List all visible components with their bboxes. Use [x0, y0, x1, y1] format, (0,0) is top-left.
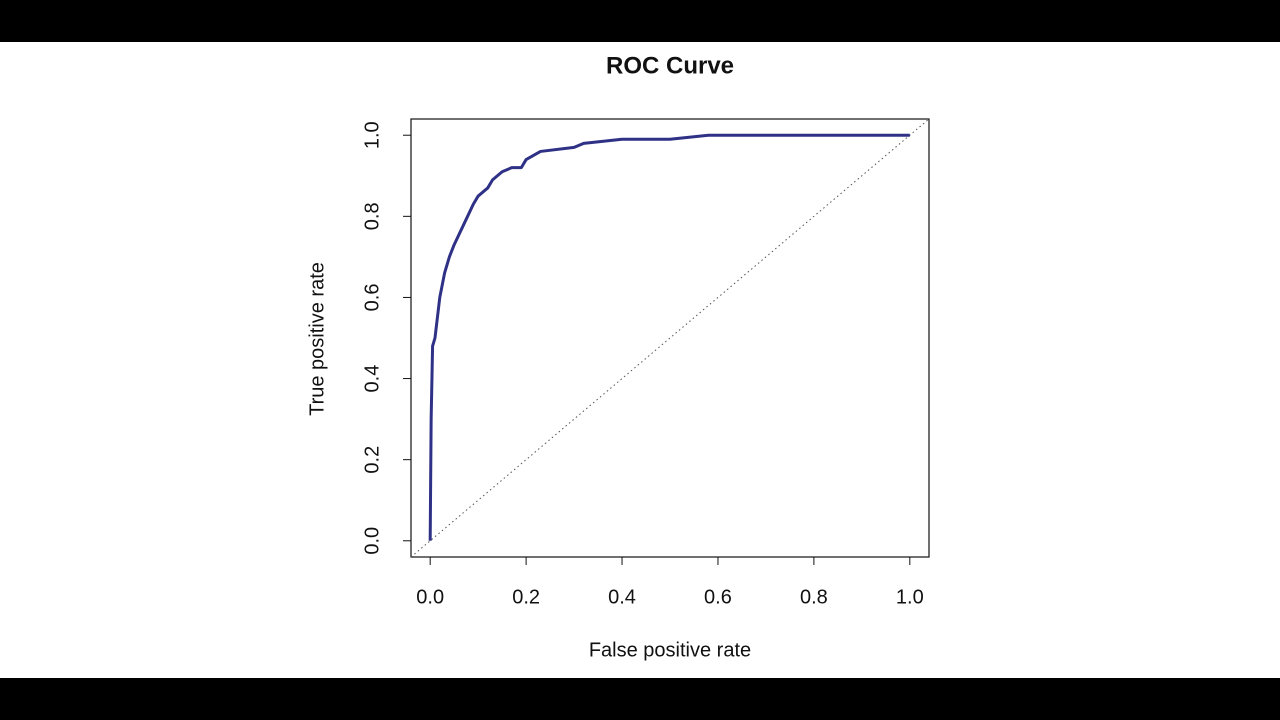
x-tick-label: 0.6: [704, 586, 732, 608]
x-tick-label: 0.2: [512, 586, 540, 608]
x-tick-label: 0.8: [800, 586, 828, 608]
y-tick-label: 0.0: [361, 527, 383, 555]
y-tick-label: 0.4: [361, 365, 383, 393]
x-tick-label: 0.0: [416, 586, 444, 608]
y-tick-label: 0.6: [361, 284, 383, 312]
y-tick-label: 0.2: [361, 446, 383, 474]
y-tick-label: 1.0: [361, 121, 383, 149]
plot-background: [0, 42, 1280, 678]
y-tick-label: 0.8: [361, 202, 383, 230]
y-axis-label: True positive rate: [306, 262, 328, 416]
x-tick-label: 1.0: [896, 586, 924, 608]
roc-curve: [428, 133, 910, 541]
x-axis-label: False positive rate: [589, 639, 751, 661]
x-tick-label: 0.4: [608, 586, 636, 608]
reference-diagonal: [410, 118, 930, 558]
chart-title: ROC Curve: [606, 52, 734, 79]
